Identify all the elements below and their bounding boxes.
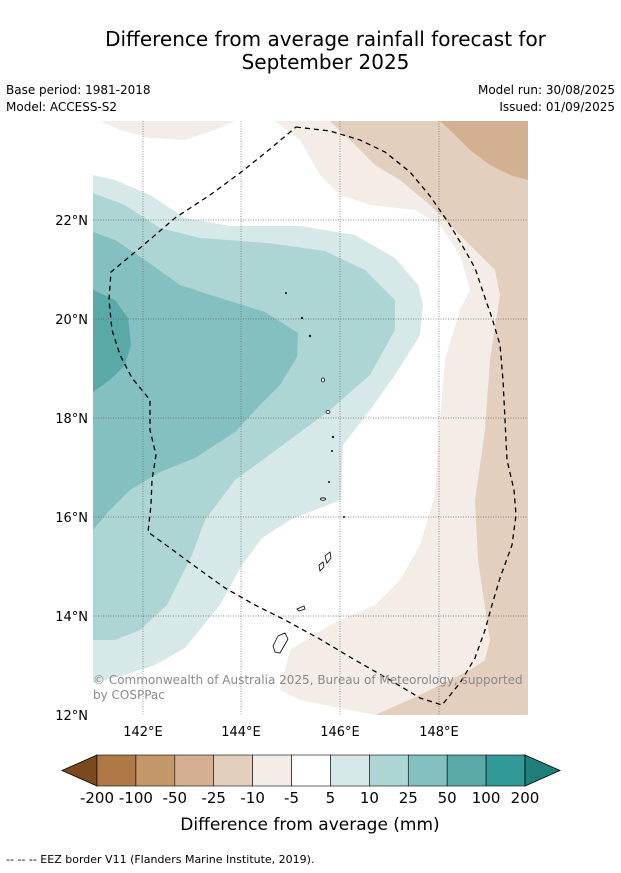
eez-footnote: -- -- -- EEZ border V11 (Flanders Marine… [6, 853, 315, 866]
colorbar-bin [174, 754, 215, 787]
colorbar-tick-label: 5 [326, 789, 336, 807]
colorbar-bin [369, 754, 409, 787]
island-uracas [284, 291, 287, 294]
colorbar-tick-label: -200 [80, 789, 114, 807]
island-anatahan [320, 497, 326, 501]
lon-label-146: 146°E [320, 725, 360, 740]
island-asuncion [308, 334, 312, 338]
rainfall-anomaly-map: © Commonwealth of Australia 2025, Bureau… [93, 121, 528, 715]
island-sarigan [327, 480, 330, 483]
title-line-2: September 2025 [241, 50, 410, 74]
island-rota [296, 605, 306, 612]
colorbar-tick-label: -5 [284, 789, 299, 807]
colorbar-bin [291, 754, 331, 787]
island-pagan [325, 410, 331, 414]
colorbar-bin [330, 754, 370, 787]
island-farallon-de-medinilla [342, 516, 345, 519]
lat-label-18: 18°N [55, 412, 88, 427]
model-name: Model: ACCESS-S2 [6, 100, 118, 114]
island-saipan [324, 551, 332, 564]
lat-label-16: 16°N [55, 511, 88, 526]
eez-border [108, 126, 517, 706]
lat-label-20: 20°N [55, 313, 88, 328]
island-alamagan [331, 435, 335, 439]
lon-label-144: 144°E [221, 725, 261, 740]
model-run: Model run: 30/08/2025 [477, 83, 615, 97]
colorbar-bin [135, 754, 176, 787]
islands [272, 291, 345, 654]
colorbar-title: Difference from average (mm) [180, 815, 439, 835]
island-agrihan [321, 377, 325, 383]
base-period: Base period: 1981-2018 [6, 83, 151, 97]
meta-right: Model run: 30/08/2025 Issued: 01/09/2025 [478, 82, 615, 116]
lon-label-142: 142°E [123, 725, 163, 740]
colorbar: -200 -100 -50 -25 -10 -5 5 10 25 50 100 200 [61, 754, 561, 807]
colorbar-bin [485, 754, 526, 787]
colorbar-bin [407, 754, 448, 787]
contour-dry-5-top [100, 121, 235, 140]
colorbar-extend-low [61, 754, 98, 787]
colorbar-bin [213, 754, 253, 787]
meta-left: Base period: 1981-2018 Model: ACCESS-S2 [6, 82, 151, 116]
colorbar-tick-label: -10 [240, 789, 265, 807]
map-title: Difference from average rainfall forecas… [0, 28, 621, 74]
lat-label-22: 22°N [55, 214, 88, 229]
contour-wet-50 [93, 290, 131, 392]
lon-label-148: 148°E [419, 725, 459, 740]
colorbar-bin [96, 754, 137, 787]
copyright-line-1: © Commonwealth of Australia 2025, Bureau… [93, 673, 523, 687]
contour-wet-25 [93, 232, 298, 530]
graticule [93, 121, 528, 715]
contour-dry-25 [440, 121, 528, 180]
colorbar-bin [446, 754, 487, 787]
longitude-labels: 142°E 144°E 146°E 148°E [123, 725, 459, 740]
colorbar-tick-label: 25 [399, 789, 418, 807]
island-guguan [330, 449, 333, 452]
title-line-1: Difference from average rainfall forecas… [105, 27, 546, 51]
colorbar-tick-label: 200 [511, 789, 540, 807]
colorbar-tick-label: -100 [119, 789, 153, 807]
colorbar-tick-label: 10 [360, 789, 379, 807]
colorbar-bin [252, 754, 292, 787]
issued-date: Issued: 01/09/2025 [499, 100, 615, 114]
lat-label-14: 14°N [55, 610, 88, 625]
colorbar-tick-label: 100 [472, 789, 501, 807]
colorbar-extend-high [524, 754, 561, 787]
island-tinian [318, 561, 325, 572]
island-guam [272, 632, 289, 654]
contour-dry-5 [275, 121, 528, 715]
lat-label-12: 12°N [55, 709, 88, 724]
copyright-line-2: by COSPPac [93, 688, 165, 702]
latitude-labels: 22°N 20°N 18°N 16°N 14°N 12°N [55, 214, 88, 724]
island-maug [300, 316, 304, 320]
colorbar-tick-label: -25 [201, 789, 226, 807]
colorbar-tick-label: -50 [163, 789, 188, 807]
colorbar-tick-label: 50 [438, 789, 457, 807]
